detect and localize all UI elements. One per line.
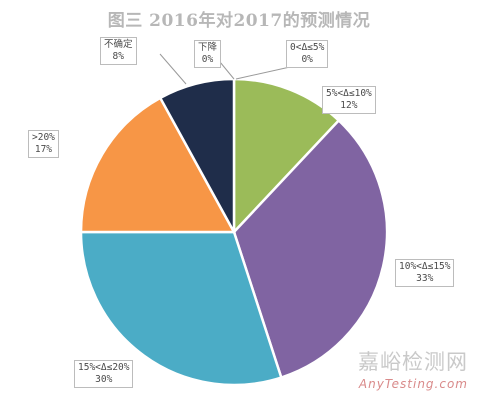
slice-label-name: 下降 [198,42,218,53]
chart-title: 图三 2016年对2017的预测情况 [107,11,371,31]
slice-label: >20% 17% [28,130,59,158]
watermark-cn: 嘉峪检测网 [358,350,468,374]
slice-label: 下降 0% [194,40,222,68]
watermark-en: AnyTesting.com [358,377,468,391]
watermark: 嘉峪检测网 AnyTesting.com [318,346,468,391]
slice-label-value: 30% [95,374,113,385]
slice-label-name: 不确定 [104,39,133,50]
leader-line [219,61,235,80]
slice-label-name: 10%<Δ≤15% [399,261,451,272]
slice-label: 0<Δ≤5% 0% [286,40,329,68]
pie-slice [232,77,341,236]
slice-label-name: 0<Δ≤5% [290,42,325,53]
slice-label-value: 12% [340,100,358,111]
slice-label: 不确定 8% [100,37,137,65]
slice-label: 15%<Δ≤20% 30% [74,360,134,388]
slice-label-name: 5%<Δ≤10% [326,88,372,99]
leader-line [235,66,291,80]
slice-label-value: 0% [201,54,214,65]
pie-slice [79,230,283,387]
slice-label-name: 15%<Δ≤20% [78,362,130,373]
slice-label-value: 8% [112,51,124,62]
slice-label: 5%<Δ≤10% 12% [322,86,376,114]
slice-label-name: >20% [32,132,55,143]
slice-label-value: 0% [301,54,313,65]
slice-label: 10%<Δ≤15% 33% [395,259,455,287]
leader-line [159,53,187,85]
pie-slice [232,118,389,380]
slice-label-value: 33% [416,273,434,284]
pie-slice [79,96,237,234]
slice-label-value: 17% [34,144,53,155]
